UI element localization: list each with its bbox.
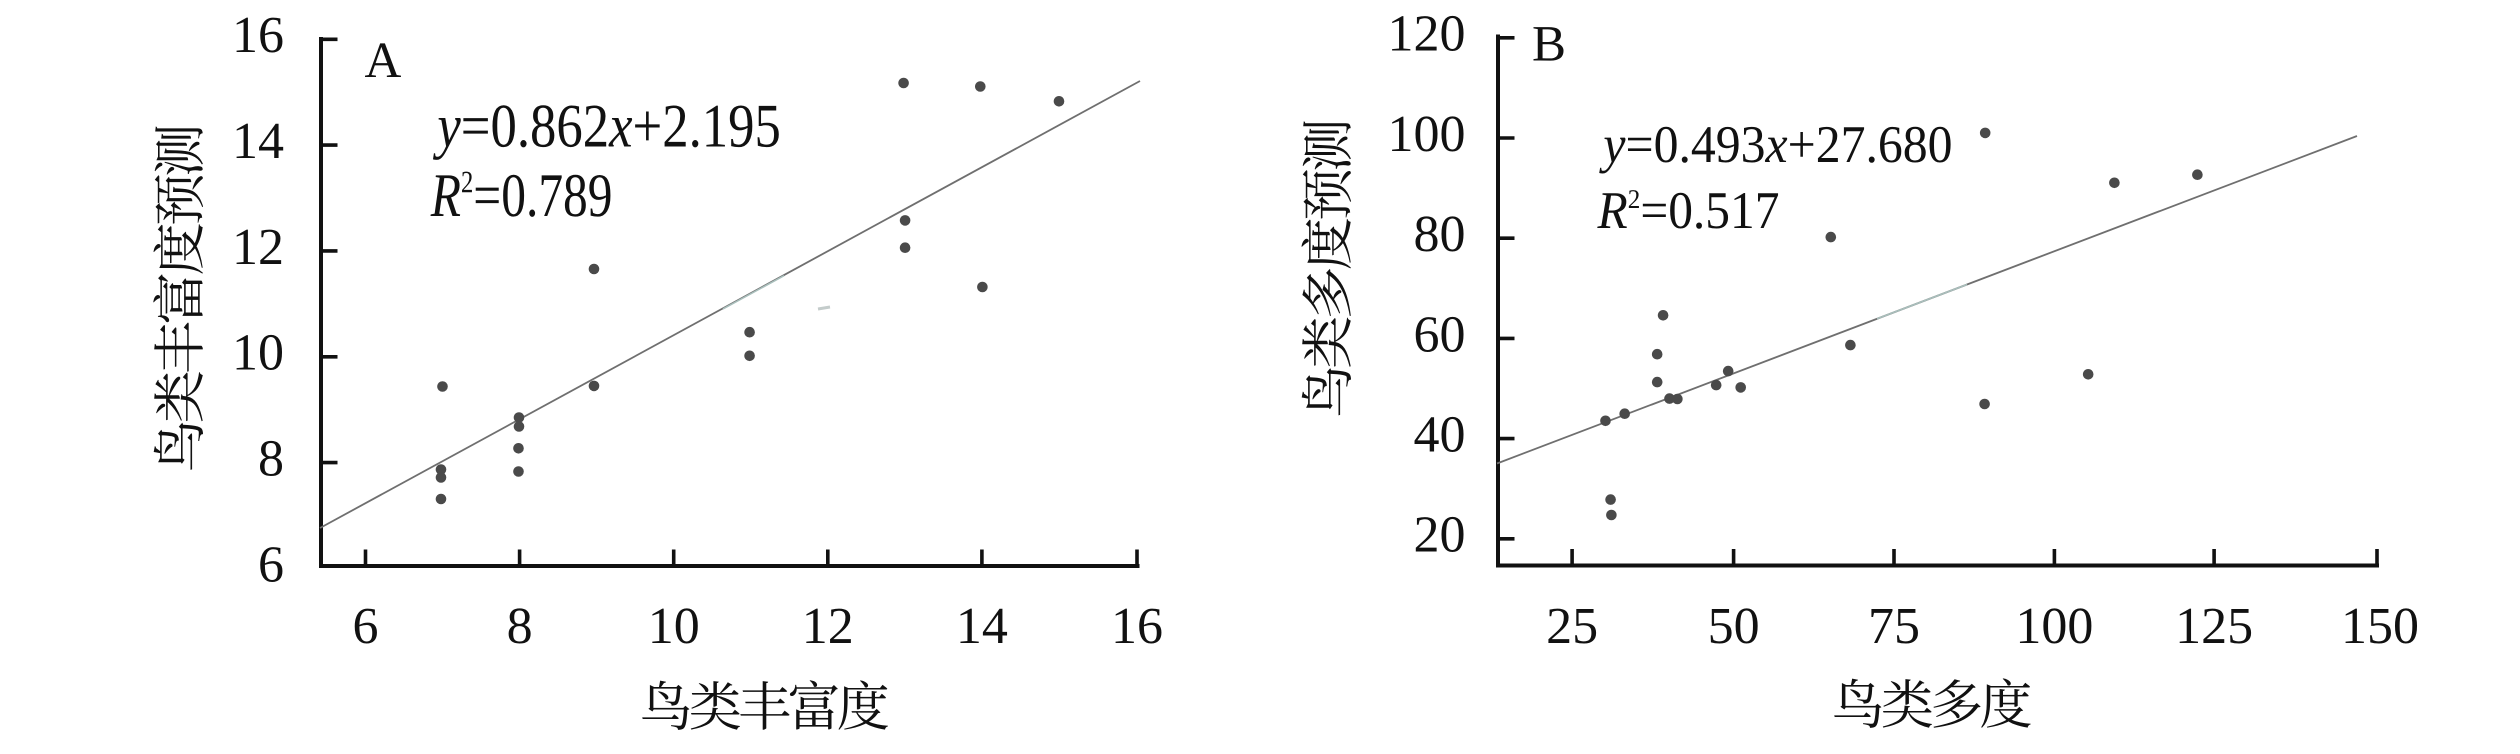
svg-text:14: 14 [232,113,284,170]
svg-text:150: 150 [2341,598,2419,655]
svg-text:10: 10 [232,325,284,382]
svg-text:14: 14 [956,598,1008,655]
svg-text:16: 16 [1111,598,1163,655]
svg-text:125: 125 [2175,598,2253,655]
svg-text:20: 20 [1414,507,1466,564]
svg-text:8: 8 [507,598,533,655]
svg-text:75: 75 [1868,598,1920,655]
svg-text:12: 12 [232,219,284,276]
svg-text:B: B [1532,16,1566,72]
svg-text:100: 100 [2015,598,2093,655]
svg-text:10: 10 [648,598,700,655]
svg-text:25: 25 [1546,598,1598,655]
svg-text:y=0.862x+2.195: y=0.862x+2.195 [432,93,781,161]
svg-text:=0.789: =0.789 [473,162,612,230]
svg-text:R: R [430,162,461,230]
svg-text:60: 60 [1414,306,1466,363]
svg-text:16: 16 [232,7,284,64]
svg-text:6: 6 [353,598,379,655]
svg-text:80: 80 [1414,206,1466,263]
svg-text:40: 40 [1414,407,1466,464]
svg-text:y=0.493x+27.680: y=0.493x+27.680 [1599,116,1953,174]
svg-text:50: 50 [1708,598,1760,655]
svg-text:120: 120 [1388,6,1466,63]
svg-text:=0.517: =0.517 [1640,182,1779,240]
svg-text:12: 12 [802,598,854,655]
svg-text:6: 6 [258,536,284,593]
svg-text:8: 8 [258,431,284,488]
svg-text:R: R [1597,182,1628,240]
svg-text:A: A [365,33,402,89]
svg-text:100: 100 [1388,106,1466,163]
